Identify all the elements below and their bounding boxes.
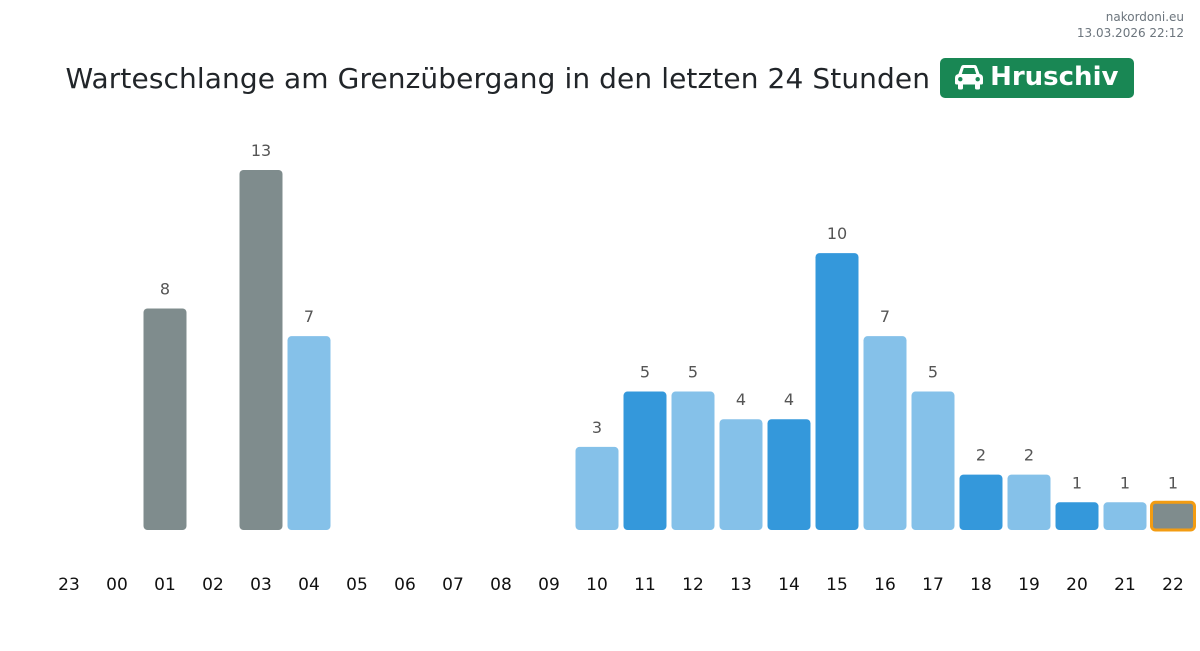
bar-17 — [911, 391, 955, 530]
bar-12 — [671, 391, 715, 530]
bar-22-current — [1150, 500, 1196, 532]
x-tick-20: 20 — [1066, 575, 1088, 595]
value-label-20: 1 — [1072, 473, 1082, 492]
bar-13 — [719, 419, 763, 530]
value-label-17: 5 — [928, 363, 938, 382]
bar-01 — [143, 308, 187, 530]
x-tick-01: 01 — [154, 575, 176, 595]
bar-15 — [815, 253, 859, 531]
x-tick-08: 08 — [490, 575, 512, 595]
value-label-15: 10 — [827, 224, 847, 243]
x-tick-05: 05 — [346, 575, 368, 595]
border-crossing-name: Hruschiv — [990, 62, 1119, 92]
x-tick-22: 22 — [1162, 575, 1184, 595]
value-label-10: 3 — [592, 418, 602, 437]
x-tick-00: 00 — [106, 575, 128, 595]
x-tick-21: 21 — [1114, 575, 1136, 595]
value-label-11: 5 — [640, 363, 650, 382]
x-tick-09: 09 — [538, 575, 560, 595]
page-title: Warteschlange am Grenzübergang in den le… — [65, 61, 931, 95]
x-tick-15: 15 — [826, 575, 848, 595]
x-tick-10: 10 — [586, 575, 608, 595]
bar-21 — [1103, 502, 1147, 530]
x-tick-11: 11 — [634, 575, 656, 595]
value-label-03: 13 — [251, 141, 271, 160]
x-tick-23: 23 — [58, 575, 80, 595]
x-tick-16: 16 — [874, 575, 896, 595]
value-label-01: 8 — [160, 279, 170, 298]
x-tick-07: 07 — [442, 575, 464, 595]
value-label-21: 1 — [1120, 473, 1130, 492]
bar-03 — [239, 170, 283, 530]
source-timestamp: 13.03.2026 22:12 — [1076, 26, 1184, 40]
x-tick-17: 17 — [922, 575, 944, 595]
bar-11 — [623, 391, 667, 530]
header: Warteschlange am Grenzübergang in den le… — [0, 58, 1200, 98]
x-tick-03: 03 — [250, 575, 272, 595]
x-tick-04: 04 — [298, 575, 320, 595]
car-icon — [955, 65, 984, 90]
x-tick-13: 13 — [730, 575, 752, 595]
value-label-22: 1 — [1168, 473, 1178, 492]
value-label-14: 4 — [784, 390, 794, 409]
x-tick-12: 12 — [682, 575, 704, 595]
bar-16 — [863, 336, 907, 530]
value-label-18: 2 — [976, 446, 986, 465]
value-label-13: 4 — [736, 390, 746, 409]
bar-14 — [767, 419, 811, 530]
bar-10 — [575, 446, 619, 530]
source-site: nakordoni.eu — [1105, 10, 1184, 24]
value-label-04: 7 — [304, 307, 314, 326]
value-label-19: 2 — [1024, 446, 1034, 465]
bar-19 — [1007, 474, 1051, 530]
border-crossing-badge: Hruschiv — [940, 58, 1135, 98]
x-tick-06: 06 — [394, 575, 416, 595]
value-label-12: 5 — [688, 363, 698, 382]
source-info: nakordoni.eu 13.03.2026 22:12 — [1077, 9, 1184, 41]
bar-04 — [287, 336, 331, 530]
x-tick-02: 02 — [202, 575, 224, 595]
x-tick-18: 18 — [970, 575, 992, 595]
bar-18 — [959, 474, 1003, 530]
bar-20 — [1055, 502, 1099, 530]
value-label-16: 7 — [880, 307, 890, 326]
x-tick-19: 19 — [1018, 575, 1040, 595]
x-tick-14: 14 — [778, 575, 800, 595]
